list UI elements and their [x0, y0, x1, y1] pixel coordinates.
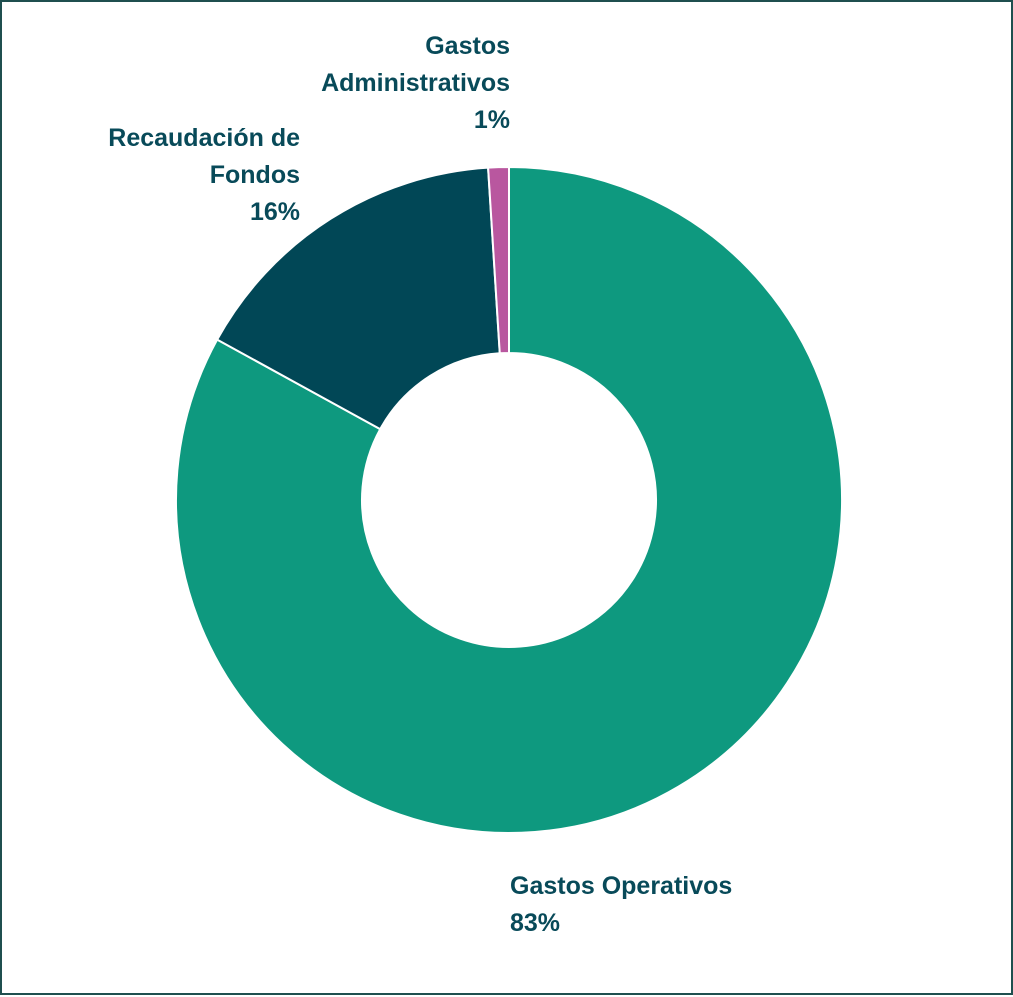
slice-category-label: Gastos Operativos — [510, 872, 732, 900]
donut-slice-1 — [175, 165, 843, 834]
slice-value-label: 83% — [510, 909, 560, 937]
donut-slice-3 — [487, 165, 510, 355]
slice-value-label: 16% — [250, 198, 300, 226]
slice-label-3: Gastos Administrativos 1% — [321, 32, 510, 134]
slice-value-label: 1% — [474, 106, 510, 134]
slice-category-label: Recaudación de — [108, 124, 300, 152]
slice-category-label: Gastos — [425, 32, 510, 60]
slice-category-label: Fondos — [210, 161, 300, 189]
slice-label-1: Gastos Operativos 83% — [510, 872, 732, 937]
donut-slice-2 — [215, 166, 501, 431]
slice-label-2: Recaudación de Fondos 16% — [108, 124, 300, 226]
slice-category-label: Administrativos — [321, 69, 510, 97]
